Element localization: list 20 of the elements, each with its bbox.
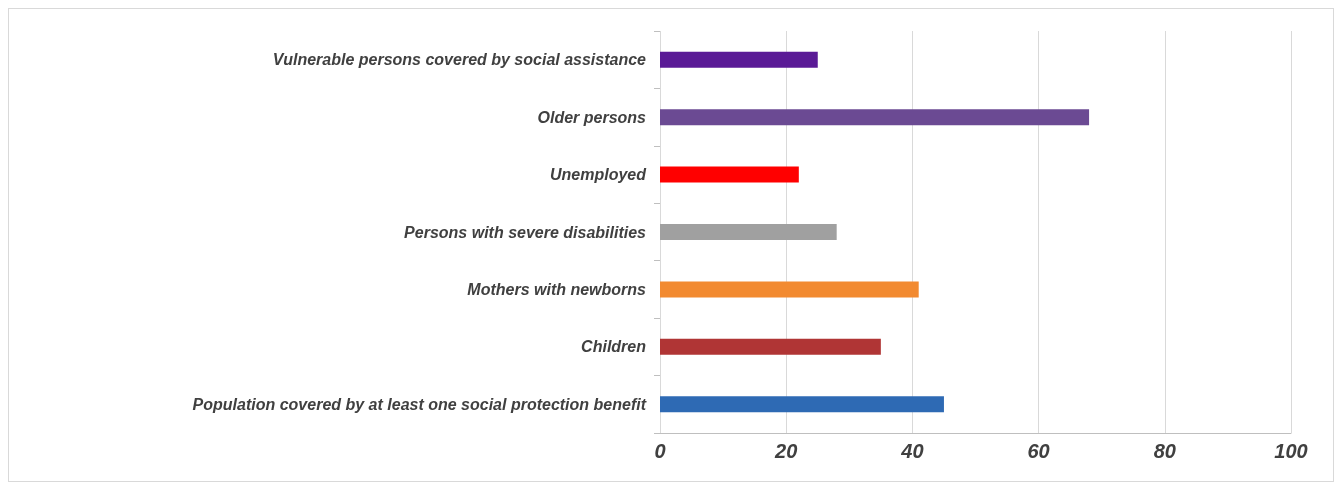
y-tick-label: Older persons <box>537 108 647 126</box>
x-tick-label: 40 <box>900 440 924 462</box>
bar <box>660 109 1090 126</box>
x-tick-label: 80 <box>1153 440 1176 462</box>
y-tick-label: Children <box>581 338 647 356</box>
y-tick-label: Mothers with newborns <box>467 280 647 298</box>
x-tick-label: 20 <box>774 440 798 462</box>
bar <box>660 281 919 298</box>
bar <box>660 166 799 183</box>
y-tick-label: Population covered by at least one social protection benefit <box>192 395 647 413</box>
y-tick-label: Vulnerable persons covered by social assistance <box>272 51 647 69</box>
y-tick-label: Persons with severe disabilities <box>404 223 647 241</box>
bar <box>660 51 818 68</box>
x-tick-label: 100 <box>1274 440 1308 462</box>
x-tick-label: 60 <box>1027 440 1050 462</box>
bar <box>660 338 881 355</box>
bar <box>660 224 837 240</box>
x-tick-label: 0 <box>654 440 666 462</box>
y-tick-label: Unemployed <box>549 166 648 184</box>
bar <box>660 396 944 413</box>
